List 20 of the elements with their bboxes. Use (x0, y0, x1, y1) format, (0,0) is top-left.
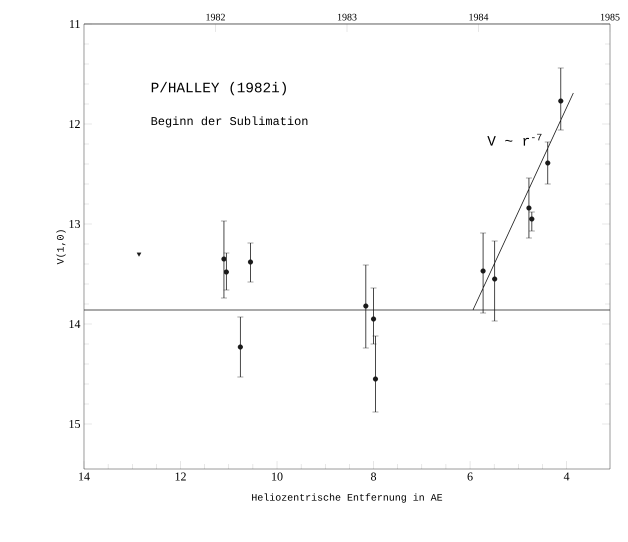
x2-tick-label: 1983 (338, 14, 357, 20)
x2-tick-label: 1982 (206, 14, 225, 20)
y-tick-label: 13 (70, 220, 80, 228)
annotation: P/HALLEY (1982i) (152, 82, 286, 96)
annotation: V ~ r$^{-7}$ (487, 134, 542, 146)
x-tick-label: 8 (371, 472, 376, 481)
annotation: Beginn der Sublimation (152, 116, 308, 128)
y-axis-title: V(1,0) (56, 230, 66, 264)
x-tick-label: 4 (564, 472, 570, 480)
y-tick-label: 12 (70, 120, 80, 128)
x-tick-label: 14 (79, 472, 90, 480)
x-tick-label: 12 (176, 472, 186, 480)
x-tick-label: 6 (468, 472, 473, 481)
x2-tick-label: 1985 (600, 14, 620, 20)
x-tick-label: 10 (272, 472, 283, 481)
y-tick-label: 11 (70, 20, 80, 28)
x-axis-title: Heliozentrische Entfernung in AE (252, 493, 442, 503)
x2-tick-label: 1984 (469, 14, 488, 20)
y-tick-label: 15 (70, 420, 80, 428)
y-tick-label: 14 (70, 320, 80, 328)
